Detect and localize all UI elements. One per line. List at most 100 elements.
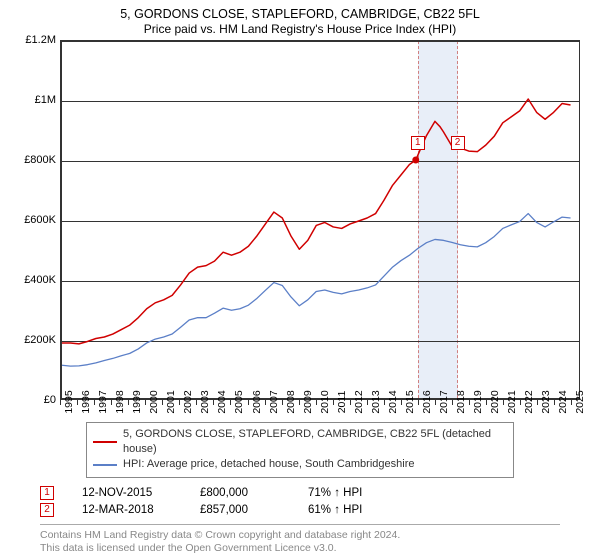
- x-tick-label: 1998: [114, 391, 126, 414]
- x-tick-mark: [316, 400, 317, 405]
- x-tick-mark: [230, 400, 231, 405]
- chart-area: 12 £0£200K£400K£600K£800K£1M£1.2M1995199…: [20, 40, 580, 415]
- legend-box: 5, GORDONS CLOSE, STAPLEFORD, CAMBRIDGE,…: [86, 422, 514, 478]
- x-tick-mark: [299, 400, 300, 405]
- x-tick-label: 2010: [319, 391, 331, 414]
- sales-row: 2 12-MAR-2018 £857,000 61% ↑ HPI: [40, 503, 560, 517]
- x-tick-label: 2018: [455, 391, 467, 414]
- footer-line2: This data is licensed under the Open Gov…: [40, 542, 560, 556]
- x-tick-mark: [77, 400, 78, 405]
- x-tick-label: 2017: [438, 391, 450, 414]
- x-tick-mark: [196, 400, 197, 405]
- y-tick-label: £800K: [24, 154, 56, 166]
- chart-subtitle: Price paid vs. HM Land Registry's House …: [20, 22, 580, 36]
- x-tick-label: 1996: [80, 391, 92, 414]
- x-tick-mark: [60, 400, 61, 405]
- sales-price: £857,000: [200, 504, 280, 516]
- x-tick-label: 2025: [574, 391, 586, 414]
- sales-marker-box: 2: [40, 503, 54, 517]
- sale-point: [412, 157, 419, 164]
- x-tick-label: 2004: [216, 391, 228, 414]
- x-tick-label: 2024: [557, 391, 569, 414]
- legend-row: 5, GORDONS CLOSE, STAPLEFORD, CAMBRIDGE,…: [93, 427, 507, 458]
- x-tick-label: 2003: [199, 391, 211, 414]
- x-tick-label: 2013: [370, 391, 382, 414]
- x-tick-label: 2001: [165, 391, 177, 414]
- x-tick-label: 1995: [63, 391, 75, 414]
- sales-table: 1 12-NOV-2015 £800,000 71% ↑ HPI 2 12-MAR-201…: [40, 486, 560, 520]
- sales-date: 12-NOV-2015: [82, 487, 172, 499]
- x-tick-label: 2019: [472, 391, 484, 414]
- x-tick-mark: [418, 400, 419, 405]
- sales-row: 1 12-NOV-2015 £800,000 71% ↑ HPI: [40, 486, 560, 500]
- x-tick-mark: [520, 400, 521, 405]
- series-blue: [62, 214, 571, 367]
- sales-diff: 61% ↑ HPI: [308, 504, 398, 516]
- x-tick-mark: [282, 400, 283, 405]
- x-tick-mark: [367, 400, 368, 405]
- x-tick-mark: [350, 400, 351, 405]
- y-tick-label: £600K: [24, 214, 56, 226]
- plot-area: 12: [60, 40, 580, 400]
- x-tick-label: 1999: [131, 391, 143, 414]
- x-tick-label: 2009: [302, 391, 314, 414]
- x-tick-label: 2022: [523, 391, 535, 414]
- legend-swatch: [93, 441, 117, 443]
- sale-marker-1: 1: [411, 136, 425, 150]
- chart-svg: [62, 41, 579, 398]
- x-tick-label: 2021: [506, 391, 518, 414]
- x-tick-label: 2007: [268, 391, 280, 414]
- x-tick-label: 2008: [285, 391, 297, 414]
- x-tick-label: 2014: [387, 391, 399, 414]
- x-tick-mark: [333, 400, 334, 405]
- x-tick-label: 2016: [421, 391, 433, 414]
- legend-label: 5, GORDONS CLOSE, STAPLEFORD, CAMBRIDGE,…: [123, 427, 507, 458]
- chart-title: 5, GORDONS CLOSE, STAPLEFORD, CAMBRIDGE,…: [20, 6, 580, 22]
- x-tick-label: 2002: [182, 391, 194, 414]
- x-tick-mark: [162, 400, 163, 405]
- series-red: [62, 99, 571, 344]
- y-tick-label: £0: [44, 394, 56, 406]
- x-tick-label: 1997: [97, 391, 109, 414]
- x-tick-mark: [145, 400, 146, 405]
- x-tick-mark: [452, 400, 453, 405]
- footer-attribution: Contains HM Land Registry data © Crown c…: [40, 524, 560, 556]
- x-tick-mark: [213, 400, 214, 405]
- sales-marker-box: 1: [40, 486, 54, 500]
- x-tick-mark: [128, 400, 129, 405]
- x-tick-mark: [435, 400, 436, 405]
- footer-line1: Contains HM Land Registry data © Crown c…: [40, 529, 560, 543]
- sales-date: 12-MAR-2018: [82, 504, 172, 516]
- y-tick-label: £400K: [24, 274, 56, 286]
- sales-price: £800,000: [200, 487, 280, 499]
- y-tick-label: £200K: [24, 334, 56, 346]
- legend-label: HPI: Average price, detached house, Sout…: [123, 457, 414, 472]
- x-tick-mark: [401, 400, 402, 405]
- sale-marker-2: 2: [451, 136, 465, 150]
- x-tick-label: 2011: [336, 391, 348, 414]
- x-tick-mark: [571, 400, 572, 405]
- x-tick-label: 2020: [489, 391, 501, 414]
- x-tick-label: 2023: [540, 391, 552, 414]
- x-tick-mark: [94, 400, 95, 405]
- x-tick-mark: [503, 400, 504, 405]
- x-tick-mark: [537, 400, 538, 405]
- x-tick-label: 2005: [233, 391, 245, 414]
- x-tick-mark: [384, 400, 385, 405]
- x-tick-mark: [554, 400, 555, 405]
- x-tick-mark: [265, 400, 266, 405]
- legend-swatch: [93, 464, 117, 466]
- y-tick-label: £1M: [35, 94, 56, 106]
- x-tick-label: 2000: [148, 391, 160, 414]
- legend-row: HPI: Average price, detached house, Sout…: [93, 457, 507, 472]
- x-tick-label: 2006: [251, 391, 263, 414]
- sales-diff: 71% ↑ HPI: [308, 487, 398, 499]
- x-tick-mark: [111, 400, 112, 405]
- x-tick-mark: [179, 400, 180, 405]
- x-tick-label: 2015: [404, 391, 416, 414]
- x-tick-mark: [486, 400, 487, 405]
- x-tick-label: 2012: [353, 391, 365, 414]
- y-tick-label: £1.2M: [25, 34, 56, 46]
- x-tick-mark: [469, 400, 470, 405]
- x-tick-mark: [248, 400, 249, 405]
